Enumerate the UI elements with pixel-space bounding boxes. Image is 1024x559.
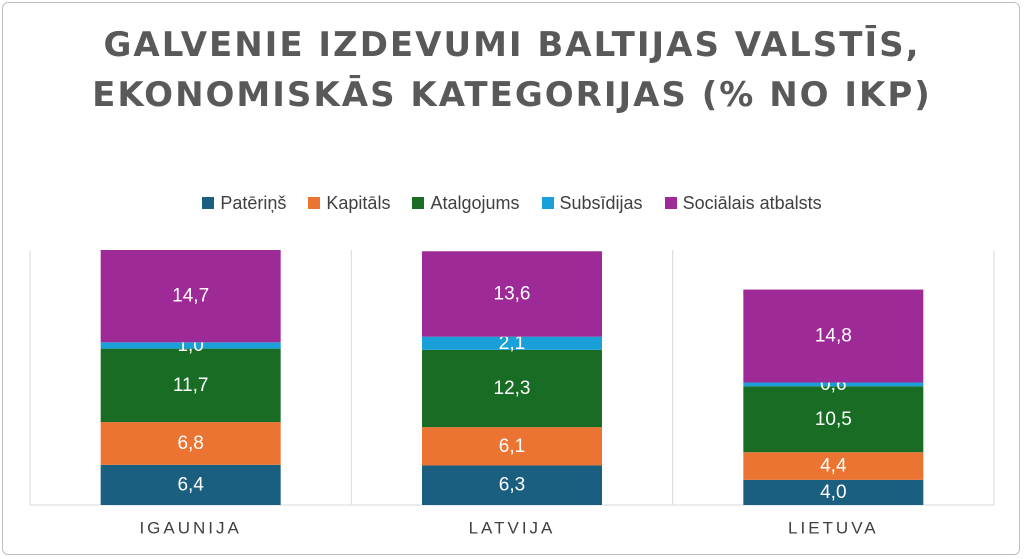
bar-segment-latvija-3	[422, 349, 602, 428]
bar-segment-latvija-2	[422, 427, 602, 466]
chart-legend: Patēriņš Kapitāls Atalgojums Subsīdijas Soci…	[0, 191, 1024, 215]
chart-title: GALVENIE IZDEVUMI BALTIJAS VALSTĪS, EKON…	[92, 25, 932, 115]
legend-label: Sociālais atbalsts	[682, 192, 822, 213]
data-label: 6,8	[177, 433, 203, 454]
legend-label: Kapitāls	[326, 192, 391, 213]
legend-item-5: Sociālais atbalsts	[664, 192, 822, 214]
legend-swatch	[308, 197, 321, 209]
legend-swatch	[202, 197, 215, 209]
legend-item-4: Subsīdijas	[541, 192, 643, 214]
legend-swatch	[412, 197, 425, 209]
legend-label: Subsīdijas	[559, 192, 643, 213]
data-label: 6,1	[499, 436, 525, 457]
legend-swatch	[664, 197, 677, 209]
data-label: 14,8	[815, 326, 852, 347]
bar-segment-lietuva-5	[743, 289, 924, 383]
bar-segment-lietuva-4	[743, 382, 924, 387]
data-label: 11,7	[173, 375, 209, 396]
bar-segment-lietuva-2	[743, 452, 924, 480]
data-label: 4,4	[820, 456, 847, 477]
legend-item-1: Patēriņš	[202, 193, 286, 214]
bar-segment-igaunija-2	[100, 422, 281, 465]
bar-segment-lietuva-3	[743, 386, 924, 453]
data-label: 2,1	[499, 333, 525, 354]
data-label: 4,0	[820, 482, 846, 503]
bar-segment-latvija-5	[422, 251, 602, 337]
bar-segment-igaunija-4	[100, 342, 281, 349]
category-label: LIETUVA	[788, 519, 879, 538]
data-label: 12,3	[494, 378, 531, 399]
data-label: 14,7	[172, 286, 209, 307]
legend-swatch	[541, 197, 554, 209]
legend-label: Atalgojums	[430, 192, 520, 213]
bar-segment-latvija-4	[422, 336, 602, 350]
bar-segment-igaunija-3	[100, 348, 281, 423]
category-label: IGAUNIJA	[139, 519, 241, 538]
data-label: 6,4	[177, 474, 204, 495]
bar-segment-lietuva-1	[743, 479, 924, 505]
data-label: 6,3	[499, 475, 525, 496]
data-label: 13,6	[494, 283, 531, 304]
legend-label: Patēriņš	[220, 192, 287, 213]
data-label: 10,5	[815, 409, 852, 430]
bar-segment-latvija-1	[422, 465, 602, 505]
legend-item-3: Atalgojums	[412, 192, 520, 214]
bar-segment-igaunija-1	[100, 464, 281, 505]
bar-segment-igaunija-5	[100, 250, 281, 343]
category-label: LATVIJA	[469, 519, 556, 538]
legend-item-2: Kapitāls	[308, 193, 390, 214]
